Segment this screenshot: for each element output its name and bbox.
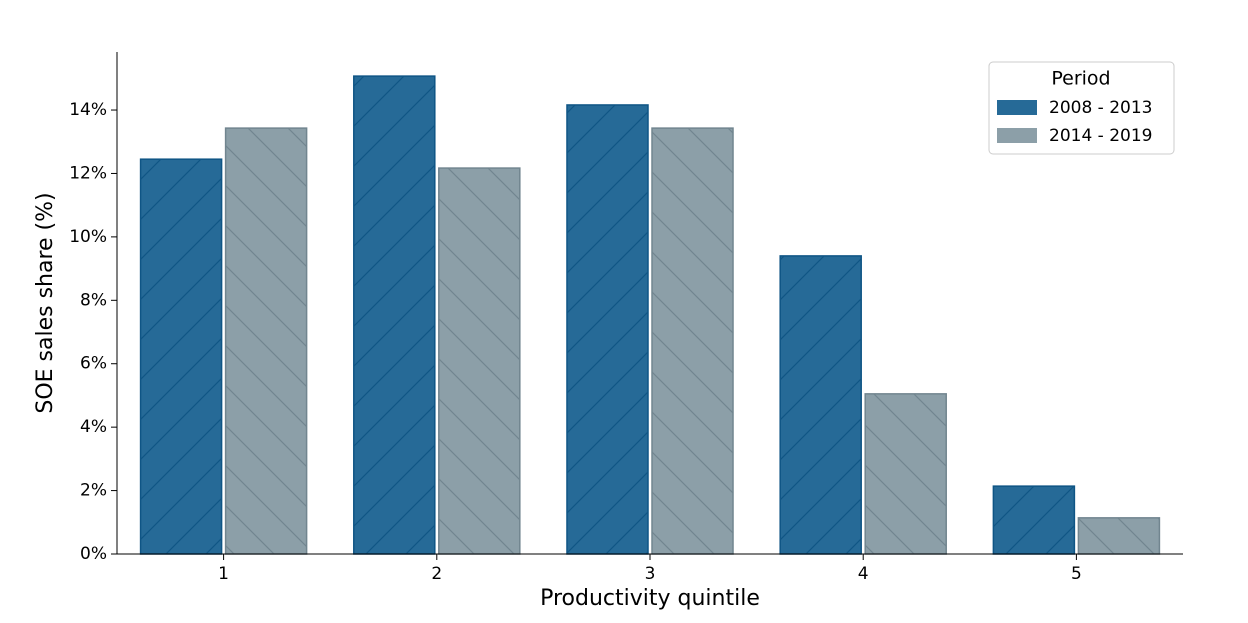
legend-label: 2008 - 2013 xyxy=(1049,98,1152,118)
x-axis-label: Productivity quintile xyxy=(540,586,760,611)
legend: Period 2008 - 2013 2014 - 2019 xyxy=(988,61,1175,155)
bar-hatch xyxy=(140,159,222,555)
x-tick-label: 1 xyxy=(218,564,229,584)
x-tick-label: 3 xyxy=(645,564,656,584)
legend-swatch xyxy=(997,100,1037,115)
y-axis-label: SOE sales share (%) xyxy=(33,192,58,413)
bar-hatch xyxy=(353,76,435,554)
bar-hatch xyxy=(652,128,734,555)
bar-hatch xyxy=(780,255,862,554)
y-tick-label: 8% xyxy=(80,290,107,310)
bar-hatch xyxy=(1078,517,1160,554)
bar-hatch xyxy=(566,104,648,555)
y-tick-label: 10% xyxy=(69,227,107,247)
y-tick-label: 4% xyxy=(80,417,107,437)
y-tick-label: 0% xyxy=(80,544,107,564)
bar-hatch xyxy=(993,486,1075,554)
legend-swatch xyxy=(997,128,1037,143)
x-tick-label: 4 xyxy=(858,564,869,584)
legend-label: 2014 - 2019 xyxy=(1049,126,1152,146)
x-tick-label: 2 xyxy=(431,564,442,584)
bar-hatch xyxy=(865,393,947,554)
bar-hatch xyxy=(438,168,520,554)
y-tick-label: 12% xyxy=(69,163,107,183)
y-tick-label: 2% xyxy=(80,481,107,501)
y-tick-label: 14% xyxy=(69,100,107,120)
legend-title: Period xyxy=(1051,68,1110,90)
x-tick-label: 5 xyxy=(1071,564,1082,584)
y-tick-label: 6% xyxy=(80,354,107,374)
bar-hatch xyxy=(225,128,307,555)
